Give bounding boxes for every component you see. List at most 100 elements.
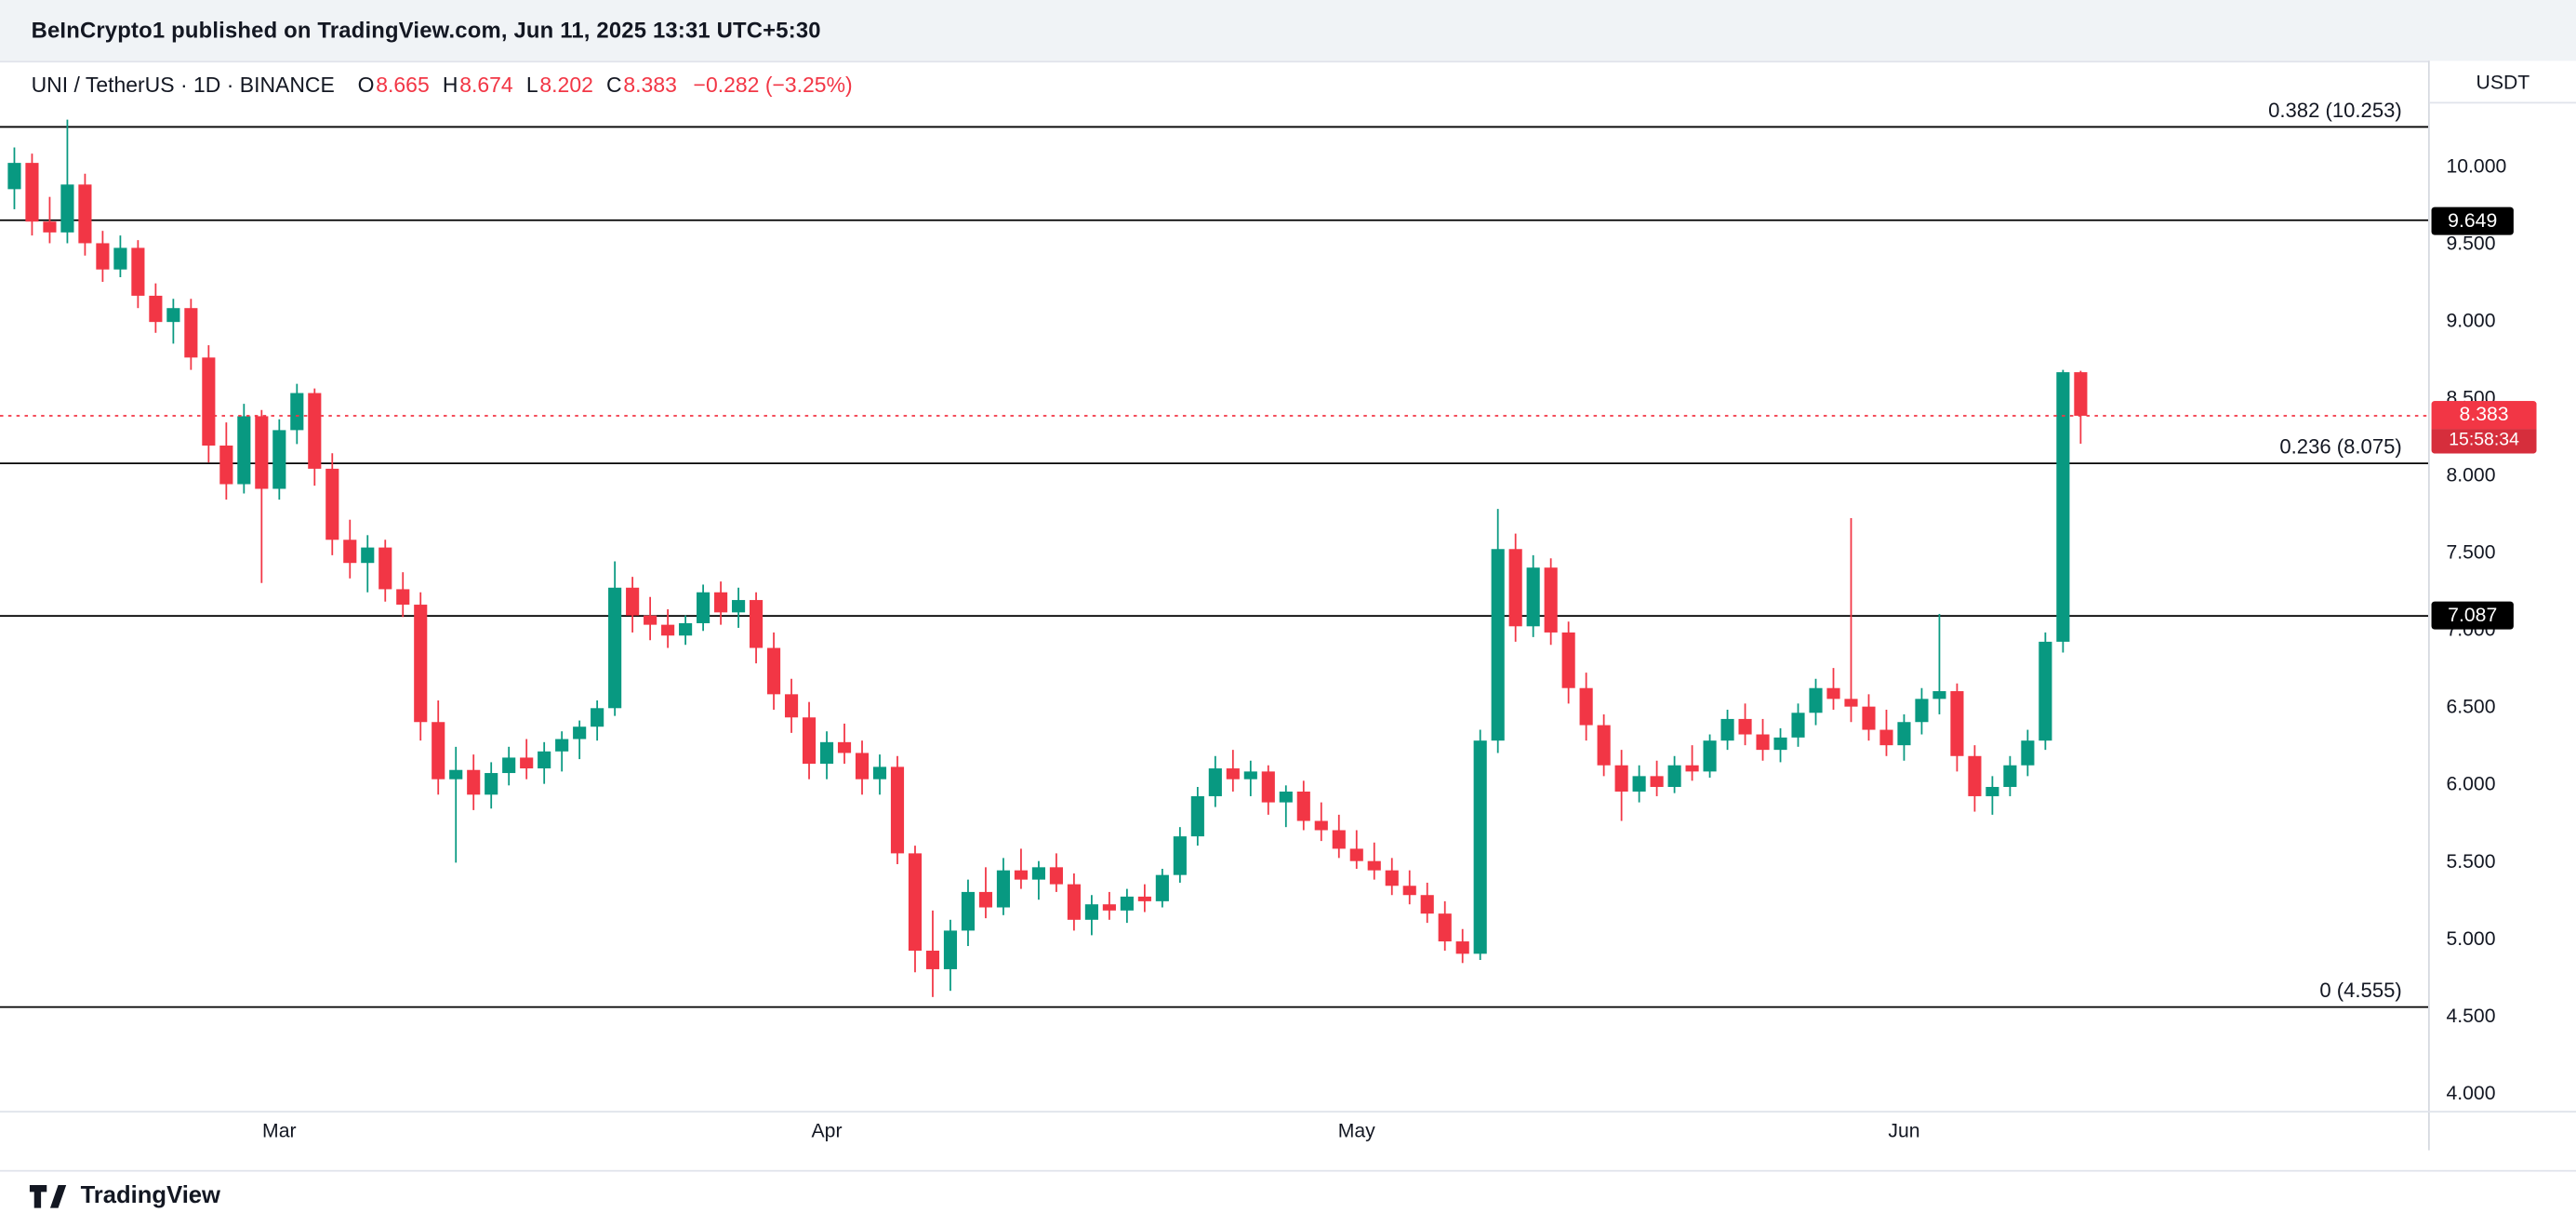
candle <box>1332 814 1346 859</box>
candle <box>237 404 251 494</box>
candle <box>1862 694 1876 741</box>
candle <box>1102 891 1116 920</box>
symbol-title: UNI / TetherUS · 1D · BINANCE <box>31 71 335 97</box>
time-tick-label: Jun <box>1888 1119 1920 1142</box>
candle <box>1968 745 1982 812</box>
ohlc-label: O <box>357 71 375 97</box>
candle <box>149 283 163 333</box>
candle <box>432 700 445 795</box>
candle <box>1561 621 1575 704</box>
tradingview-logo[interactable] <box>29 1184 68 1208</box>
candle <box>502 746 516 786</box>
candle <box>1208 755 1222 807</box>
price-tick-label: 5.000 <box>2446 926 2496 951</box>
candle <box>1473 729 1487 960</box>
candle <box>1915 687 1929 735</box>
candle <box>1809 678 1823 726</box>
candle <box>1526 554 1540 637</box>
level-price-badge: 9.649 <box>2431 206 2514 234</box>
candle <box>1226 750 1240 792</box>
candle <box>1049 853 1063 892</box>
candle <box>361 535 375 593</box>
candle <box>1084 895 1098 936</box>
candle <box>1544 558 1558 646</box>
level-label: 0.382 (10.253) <box>2268 102 2402 122</box>
candle <box>520 739 534 780</box>
price-tick-label: 9.500 <box>2446 232 2496 255</box>
price-tick-label: 7.000 <box>2446 618 2496 641</box>
candle <box>1279 785 1293 828</box>
candle <box>1314 802 1328 842</box>
candle <box>378 540 392 602</box>
currency-tab[interactable]: USDT <box>2429 60 2576 104</box>
candle <box>1367 842 1381 880</box>
candle <box>2056 369 2070 653</box>
candle <box>819 731 834 780</box>
price-tick-label: 4.000 <box>2446 1081 2496 1105</box>
candle <box>2038 632 2052 751</box>
candle <box>1932 614 1946 714</box>
published-bar: BeInCrypto1 published on TradingView.com… <box>0 0 2576 61</box>
candle <box>113 235 127 278</box>
candle <box>750 592 764 664</box>
price-tick-label: 8.500 <box>2446 386 2496 409</box>
ohlc-label: C <box>606 71 622 97</box>
candle <box>1879 709 1893 756</box>
ohlc-value: 8.665 <box>376 71 430 97</box>
candle <box>1190 786 1204 846</box>
candle <box>2074 370 2088 445</box>
candle <box>1296 780 1310 831</box>
candle <box>184 299 198 370</box>
current-price-value: 8.383 <box>2431 401 2537 430</box>
current-price-badge: 8.383 15:58:34 <box>2431 401 2537 454</box>
candle <box>661 609 675 648</box>
candle <box>1826 668 1840 710</box>
candle <box>96 231 110 282</box>
candle <box>449 746 463 863</box>
candle <box>1703 734 1717 779</box>
candle <box>1155 868 1169 908</box>
candle <box>978 867 993 919</box>
candle <box>908 846 923 973</box>
candle <box>131 240 145 309</box>
candle <box>396 572 410 618</box>
candle <box>732 587 746 628</box>
level-price-badge: 7.087 <box>2431 602 2514 631</box>
candle <box>2021 729 2035 777</box>
candle <box>60 119 74 244</box>
candle <box>1491 509 1505 753</box>
price-tick-label: 4.500 <box>2446 1004 2496 1028</box>
candle <box>202 345 216 463</box>
tradingview-wordmark[interactable]: TradingView <box>80 1182 220 1210</box>
candle <box>43 196 57 244</box>
candle <box>679 615 693 646</box>
candle <box>1402 870 1416 905</box>
price-axis-border <box>2428 60 2430 1151</box>
widget-top-border <box>0 60 2576 63</box>
candle <box>1985 776 1999 815</box>
candle <box>1067 873 1081 931</box>
candle <box>1632 765 1646 803</box>
footer-border <box>0 1169 2576 1172</box>
candle <box>1508 533 1522 642</box>
price-chart[interactable]: 0.382 (10.253) 0.236 (8.075) 0 (4.555) <box>0 102 2429 1112</box>
price-tick-label: 8.000 <box>2446 463 2496 486</box>
candle <box>890 755 905 865</box>
candle <box>872 754 887 795</box>
time-tick-label: May <box>1337 1119 1375 1142</box>
candle <box>996 858 1011 915</box>
candle <box>573 720 587 760</box>
candle <box>943 919 958 992</box>
candle <box>485 762 498 809</box>
price-tick-label: 6.000 <box>2446 772 2496 796</box>
candle <box>272 419 286 500</box>
candle <box>1897 713 1911 761</box>
change-value: −0.282 (−3.25%) <box>693 71 853 97</box>
candle <box>608 561 622 716</box>
candle <box>1579 673 1593 741</box>
candle <box>325 453 339 555</box>
time-tick-label: Apr <box>811 1119 843 1142</box>
ohlc-value: 8.383 <box>623 71 677 97</box>
candle <box>714 581 728 625</box>
ohlc-value: 8.202 <box>539 71 593 97</box>
